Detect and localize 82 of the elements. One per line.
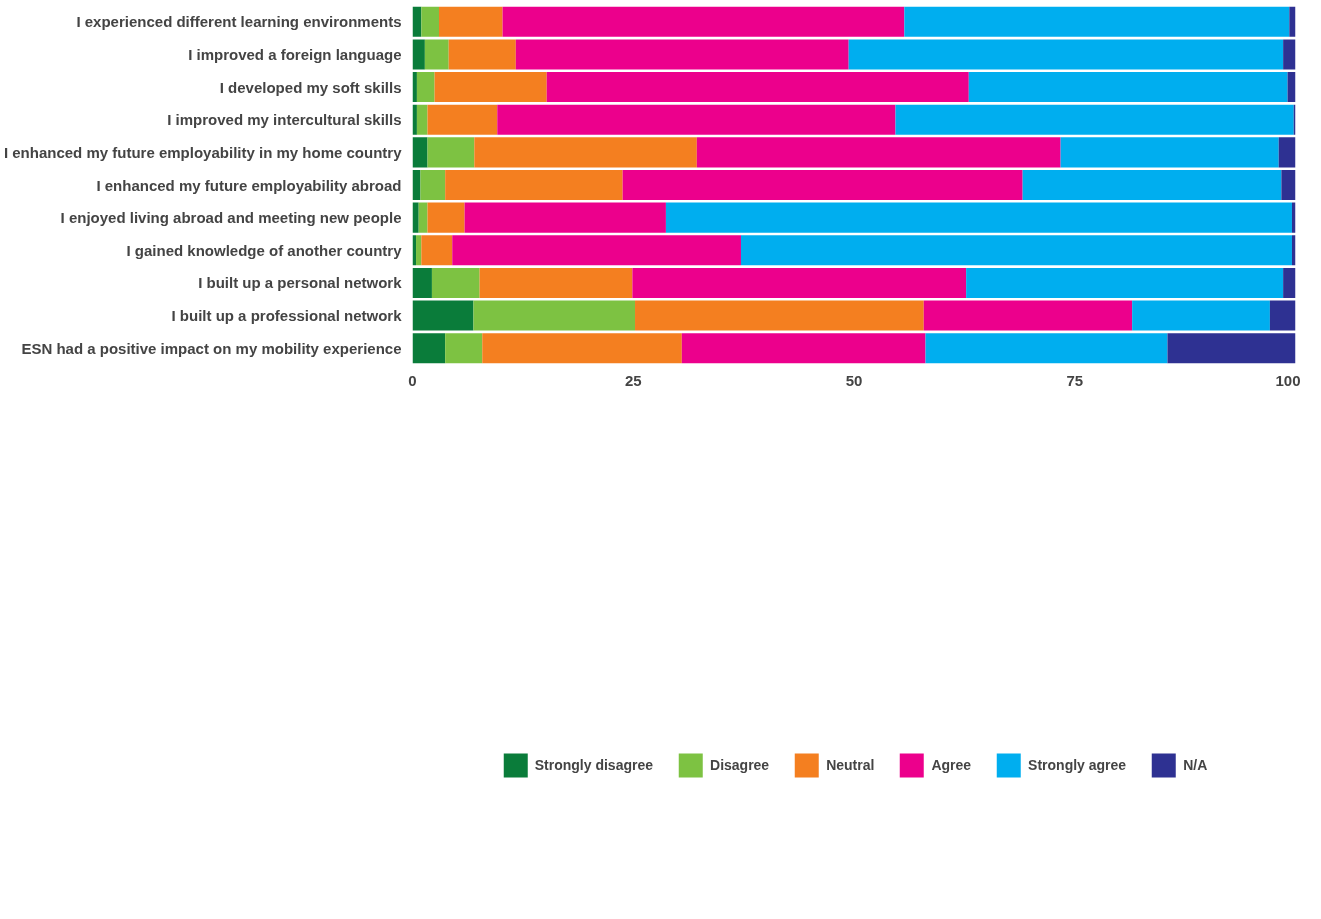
y-tick-label: I developed my soft skills	[219, 78, 402, 96]
bar	[1283, 39, 1296, 70]
legend-label: Disagree	[710, 756, 770, 773]
x-tick-label: 100	[1275, 371, 1301, 389]
legend-label: Strongly agree	[1028, 756, 1127, 773]
legend-label: Neutral	[826, 756, 875, 773]
legend-label: Agree	[931, 756, 972, 773]
bar	[412, 72, 417, 103]
y-tick-label: I built up a professional network	[171, 307, 403, 325]
bar	[431, 267, 480, 298]
bar	[473, 300, 636, 331]
bar	[1167, 333, 1296, 364]
bar	[1283, 267, 1296, 298]
bar	[412, 137, 428, 168]
bar	[412, 333, 446, 364]
y-tick-label: ESN had a positive impact on my mobility experience	[21, 339, 402, 357]
bar	[1132, 300, 1270, 331]
bar	[1278, 137, 1296, 168]
bar	[665, 202, 1292, 233]
bar	[482, 333, 682, 364]
bar	[622, 169, 1023, 201]
bar	[412, 267, 432, 298]
bar	[479, 267, 633, 298]
bar	[681, 333, 926, 364]
bar	[448, 39, 516, 70]
bar	[445, 333, 483, 364]
y-tick-label: I enhanced my future employability in my home country	[3, 143, 403, 161]
y-tick-label: I experienced different learning environments	[76, 13, 402, 31]
bar	[412, 104, 417, 135]
bar	[925, 333, 1168, 364]
bar	[416, 235, 422, 266]
bar	[632, 267, 967, 298]
bar	[427, 104, 498, 135]
bar	[1022, 169, 1282, 201]
bar	[502, 6, 905, 37]
bar	[966, 267, 1284, 298]
bar	[412, 39, 425, 70]
y-tick-label: I gained knowledge of another country	[126, 241, 403, 259]
bar	[427, 202, 465, 233]
legend-label: Strongly disagree	[534, 756, 654, 773]
y-tick-label: I enhanced my future employability abroad	[96, 176, 402, 194]
y-tick-label: I improved a foreign language	[188, 45, 402, 63]
bar	[420, 169, 446, 201]
bar	[923, 300, 1133, 331]
bar	[412, 202, 419, 233]
bar	[434, 72, 547, 103]
bar	[452, 235, 741, 266]
x-tick-label: 50	[845, 371, 863, 389]
x-tick-label: 75	[1066, 371, 1084, 389]
bar	[418, 202, 428, 233]
bar	[1281, 169, 1296, 201]
y-tick-label: I built up a personal network	[198, 274, 403, 292]
bar	[424, 39, 449, 70]
bar	[474, 137, 697, 168]
bar	[1269, 300, 1296, 331]
bar	[904, 6, 1290, 37]
bar	[546, 72, 969, 103]
bar	[848, 39, 1284, 70]
x-tick-label: 25	[624, 371, 642, 389]
bar	[968, 72, 1288, 103]
bar	[1289, 6, 1296, 37]
bar	[416, 104, 428, 135]
bar	[895, 104, 1294, 135]
bar	[696, 137, 1061, 168]
y-tick-label: I improved my intercultural skills	[167, 111, 402, 129]
y-tick-label: I enjoyed living abroad and meeting new people	[60, 209, 402, 227]
bar	[412, 300, 474, 331]
bar	[635, 300, 924, 331]
legend-label: N/A	[1183, 756, 1208, 773]
bar	[445, 169, 623, 201]
bar	[412, 6, 422, 37]
bar	[421, 235, 453, 266]
bar	[464, 202, 666, 233]
bar	[740, 235, 1292, 266]
bar	[497, 104, 896, 135]
bar	[427, 137, 475, 168]
bar	[515, 39, 849, 70]
bar	[416, 72, 435, 103]
bar	[421, 6, 439, 37]
bar	[438, 6, 503, 37]
bar	[1060, 137, 1279, 168]
x-tick-label: 0	[408, 371, 417, 389]
